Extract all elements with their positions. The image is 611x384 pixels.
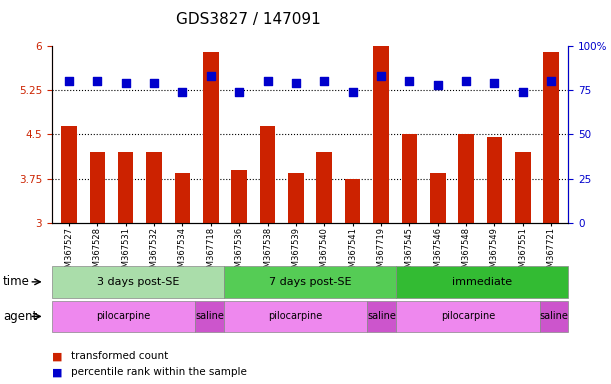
Bar [203,52,219,223]
Bar [232,170,247,223]
Point [234,89,244,95]
Bar [487,137,502,223]
Bar [90,152,105,223]
Bar [260,126,276,223]
Bar [175,173,190,223]
Text: pilocarpine: pilocarpine [441,311,495,321]
Point [320,78,329,84]
Bar [430,173,445,223]
Point [489,80,499,86]
Point [404,78,414,84]
Bar [118,152,133,223]
Point [121,80,131,86]
Text: time: time [3,275,30,288]
Text: transformed count: transformed count [71,351,169,361]
Bar [288,173,304,223]
Bar [345,179,360,223]
Text: agent: agent [3,310,37,323]
Point [64,78,74,84]
Point [92,78,102,84]
Text: pilocarpine: pilocarpine [97,311,151,321]
Text: saline: saline [540,311,568,321]
Bar [543,52,559,223]
Point [291,80,301,86]
Bar [146,152,162,223]
Text: ■: ■ [52,367,62,377]
Bar [61,126,77,223]
Text: GDS3827 / 147091: GDS3827 / 147091 [176,12,321,26]
Point [518,89,528,95]
Bar [515,152,530,223]
Text: percentile rank within the sample: percentile rank within the sample [71,367,247,377]
Text: saline: saline [367,311,396,321]
Bar [316,152,332,223]
Point [178,89,188,95]
Text: 3 days post-SE: 3 days post-SE [97,277,179,287]
Point [206,73,216,79]
Text: 7 days post-SE: 7 days post-SE [269,277,351,287]
Text: pilocarpine: pilocarpine [269,311,323,321]
Text: immediate: immediate [452,277,512,287]
Point [348,89,357,95]
Point [461,78,471,84]
Bar [458,134,474,223]
Text: ■: ■ [52,351,62,361]
Point [433,82,442,88]
Bar [373,46,389,223]
Point [263,78,273,84]
Point [149,80,159,86]
Point [546,78,556,84]
Point [376,73,386,79]
Text: saline: saline [196,311,224,321]
Bar [401,134,417,223]
